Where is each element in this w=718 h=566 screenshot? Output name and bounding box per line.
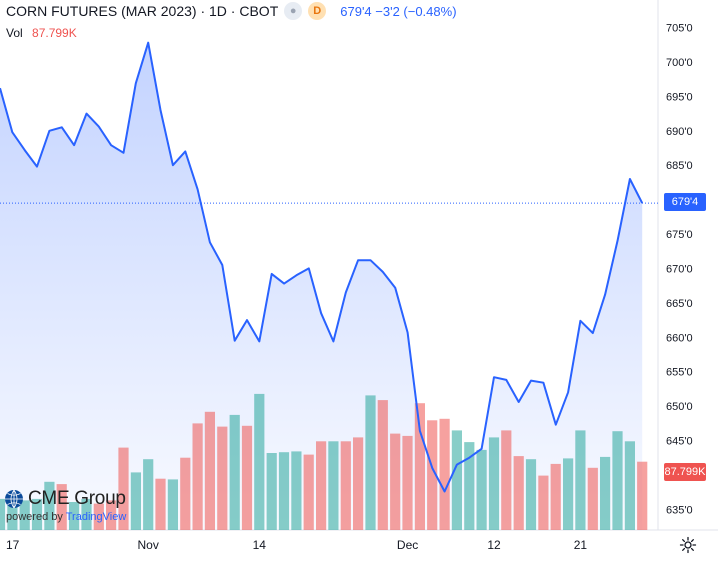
volume-bar: [365, 395, 376, 530]
symbol-title: CORN FUTURES (MAR 2023) · 1D · CBOT: [6, 3, 279, 19]
settings-gear-icon[interactable]: [679, 536, 697, 554]
y-tick-label: 635'0: [666, 504, 693, 516]
cme-globe-icon: [5, 489, 23, 509]
x-tick-label: Nov: [138, 538, 159, 552]
volume-bar: [563, 458, 574, 530]
volume-bar: [118, 447, 129, 530]
powered-by-text: powered by TradingView: [4, 511, 126, 523]
tradingview-brand: TradingView: [65, 511, 127, 523]
volume-bar: [612, 431, 623, 530]
volume-legend-label: Vol: [6, 26, 23, 40]
y-tick-label: 655'0: [666, 367, 693, 379]
volume-bar: [56, 484, 67, 530]
x-tick-label: Dec: [397, 538, 418, 552]
volume-bar: [229, 414, 240, 530]
y-tick-label: 685'0: [666, 160, 693, 172]
volume-bar: [328, 441, 339, 530]
volume-bar: [501, 430, 512, 530]
y-tick-label: 695'0: [666, 91, 693, 103]
last-volume-label: 87.799K: [664, 463, 706, 481]
volume-bar: [303, 454, 314, 530]
y-tick-label: 645'0: [666, 436, 693, 448]
price-change-readout: 679'4 −3'2 (−0.48%): [340, 3, 457, 19]
volume-bar: [550, 463, 561, 530]
volume-bar: [340, 441, 351, 530]
volume-bar: [31, 498, 43, 530]
volume-bar: [278, 452, 290, 530]
volume-bar: [600, 456, 611, 530]
x-tick-label: 17: [6, 538, 20, 552]
price-line: [0, 41, 644, 493]
volume-legend: Vol 87.799K: [6, 26, 77, 40]
volume-bar: [451, 430, 462, 530]
volume-bar: [488, 437, 500, 530]
volume-bar: [19, 500, 30, 530]
volume-bar: [69, 502, 80, 530]
x-tick-label: 12: [487, 538, 501, 552]
x-tick-label: 14: [253, 538, 267, 552]
volume-bar: [204, 411, 215, 530]
volume-bar: [106, 500, 117, 530]
volume-bar: [266, 453, 277, 530]
y-tick-label: 650'0: [666, 401, 693, 413]
volume-bar: [291, 451, 302, 530]
volume-bar: [81, 498, 92, 530]
chart-legend: CORN FUTURES (MAR 2023) · 1D · CBOT ● D …: [6, 2, 457, 20]
volume-bar: [93, 503, 104, 530]
last-price-label: 679'4: [664, 193, 706, 211]
market-status-icon[interactable]: ●: [284, 2, 303, 20]
volume-bar: [217, 426, 228, 530]
volume-bar: [575, 430, 586, 530]
volume-legend-value: 87.799K: [32, 26, 77, 40]
volume-bar: [0, 498, 6, 530]
volume-bar: [538, 475, 549, 530]
volume-bar: [7, 497, 18, 530]
volume-bar: [167, 479, 178, 530]
volume-bar: [624, 441, 635, 530]
delayed-data-badge[interactable]: D: [308, 2, 327, 20]
volume-bar: [513, 456, 524, 530]
cme-brand-text: CME Group: [28, 488, 126, 509]
volume-bar: [476, 449, 487, 530]
y-tick-label: 675'0: [666, 229, 693, 241]
volume-bar: [155, 478, 166, 530]
y-tick-label: 705'0: [666, 23, 693, 35]
volume-bar: [143, 459, 154, 530]
volume-bar: [390, 433, 401, 530]
volume-bar: [525, 459, 537, 530]
powered-by-prefix: powered by: [6, 511, 66, 523]
volume-bar: [464, 442, 475, 530]
price-area-fill: [0, 42, 643, 530]
y-tick-label: 665'0: [666, 298, 693, 310]
volume-bar: [241, 425, 253, 530]
y-tick-label: 690'0: [666, 126, 693, 138]
x-tick-label: 21: [574, 538, 588, 552]
volume-bar: [44, 481, 55, 530]
volume-bar: [130, 472, 141, 530]
volume-bar: [180, 457, 191, 530]
volume-bar: [377, 400, 388, 530]
volume-bar: [316, 441, 327, 530]
volume-bar: [254, 393, 265, 530]
cme-watermark[interactable]: CME Group powered by TradingView: [4, 488, 126, 523]
volume-bar: [439, 418, 450, 530]
y-tick-label: 670'0: [666, 263, 693, 275]
y-tick-label: 660'0: [666, 332, 693, 344]
volume-bar: [414, 403, 425, 530]
y-tick-label: 700'0: [666, 57, 693, 69]
volume-bar: [192, 423, 203, 530]
volume-bar: [427, 420, 438, 530]
volume-bar: [637, 461, 648, 530]
volume-bar: [402, 435, 413, 530]
volume-bar: [587, 467, 598, 530]
volume-bar: [353, 437, 364, 530]
